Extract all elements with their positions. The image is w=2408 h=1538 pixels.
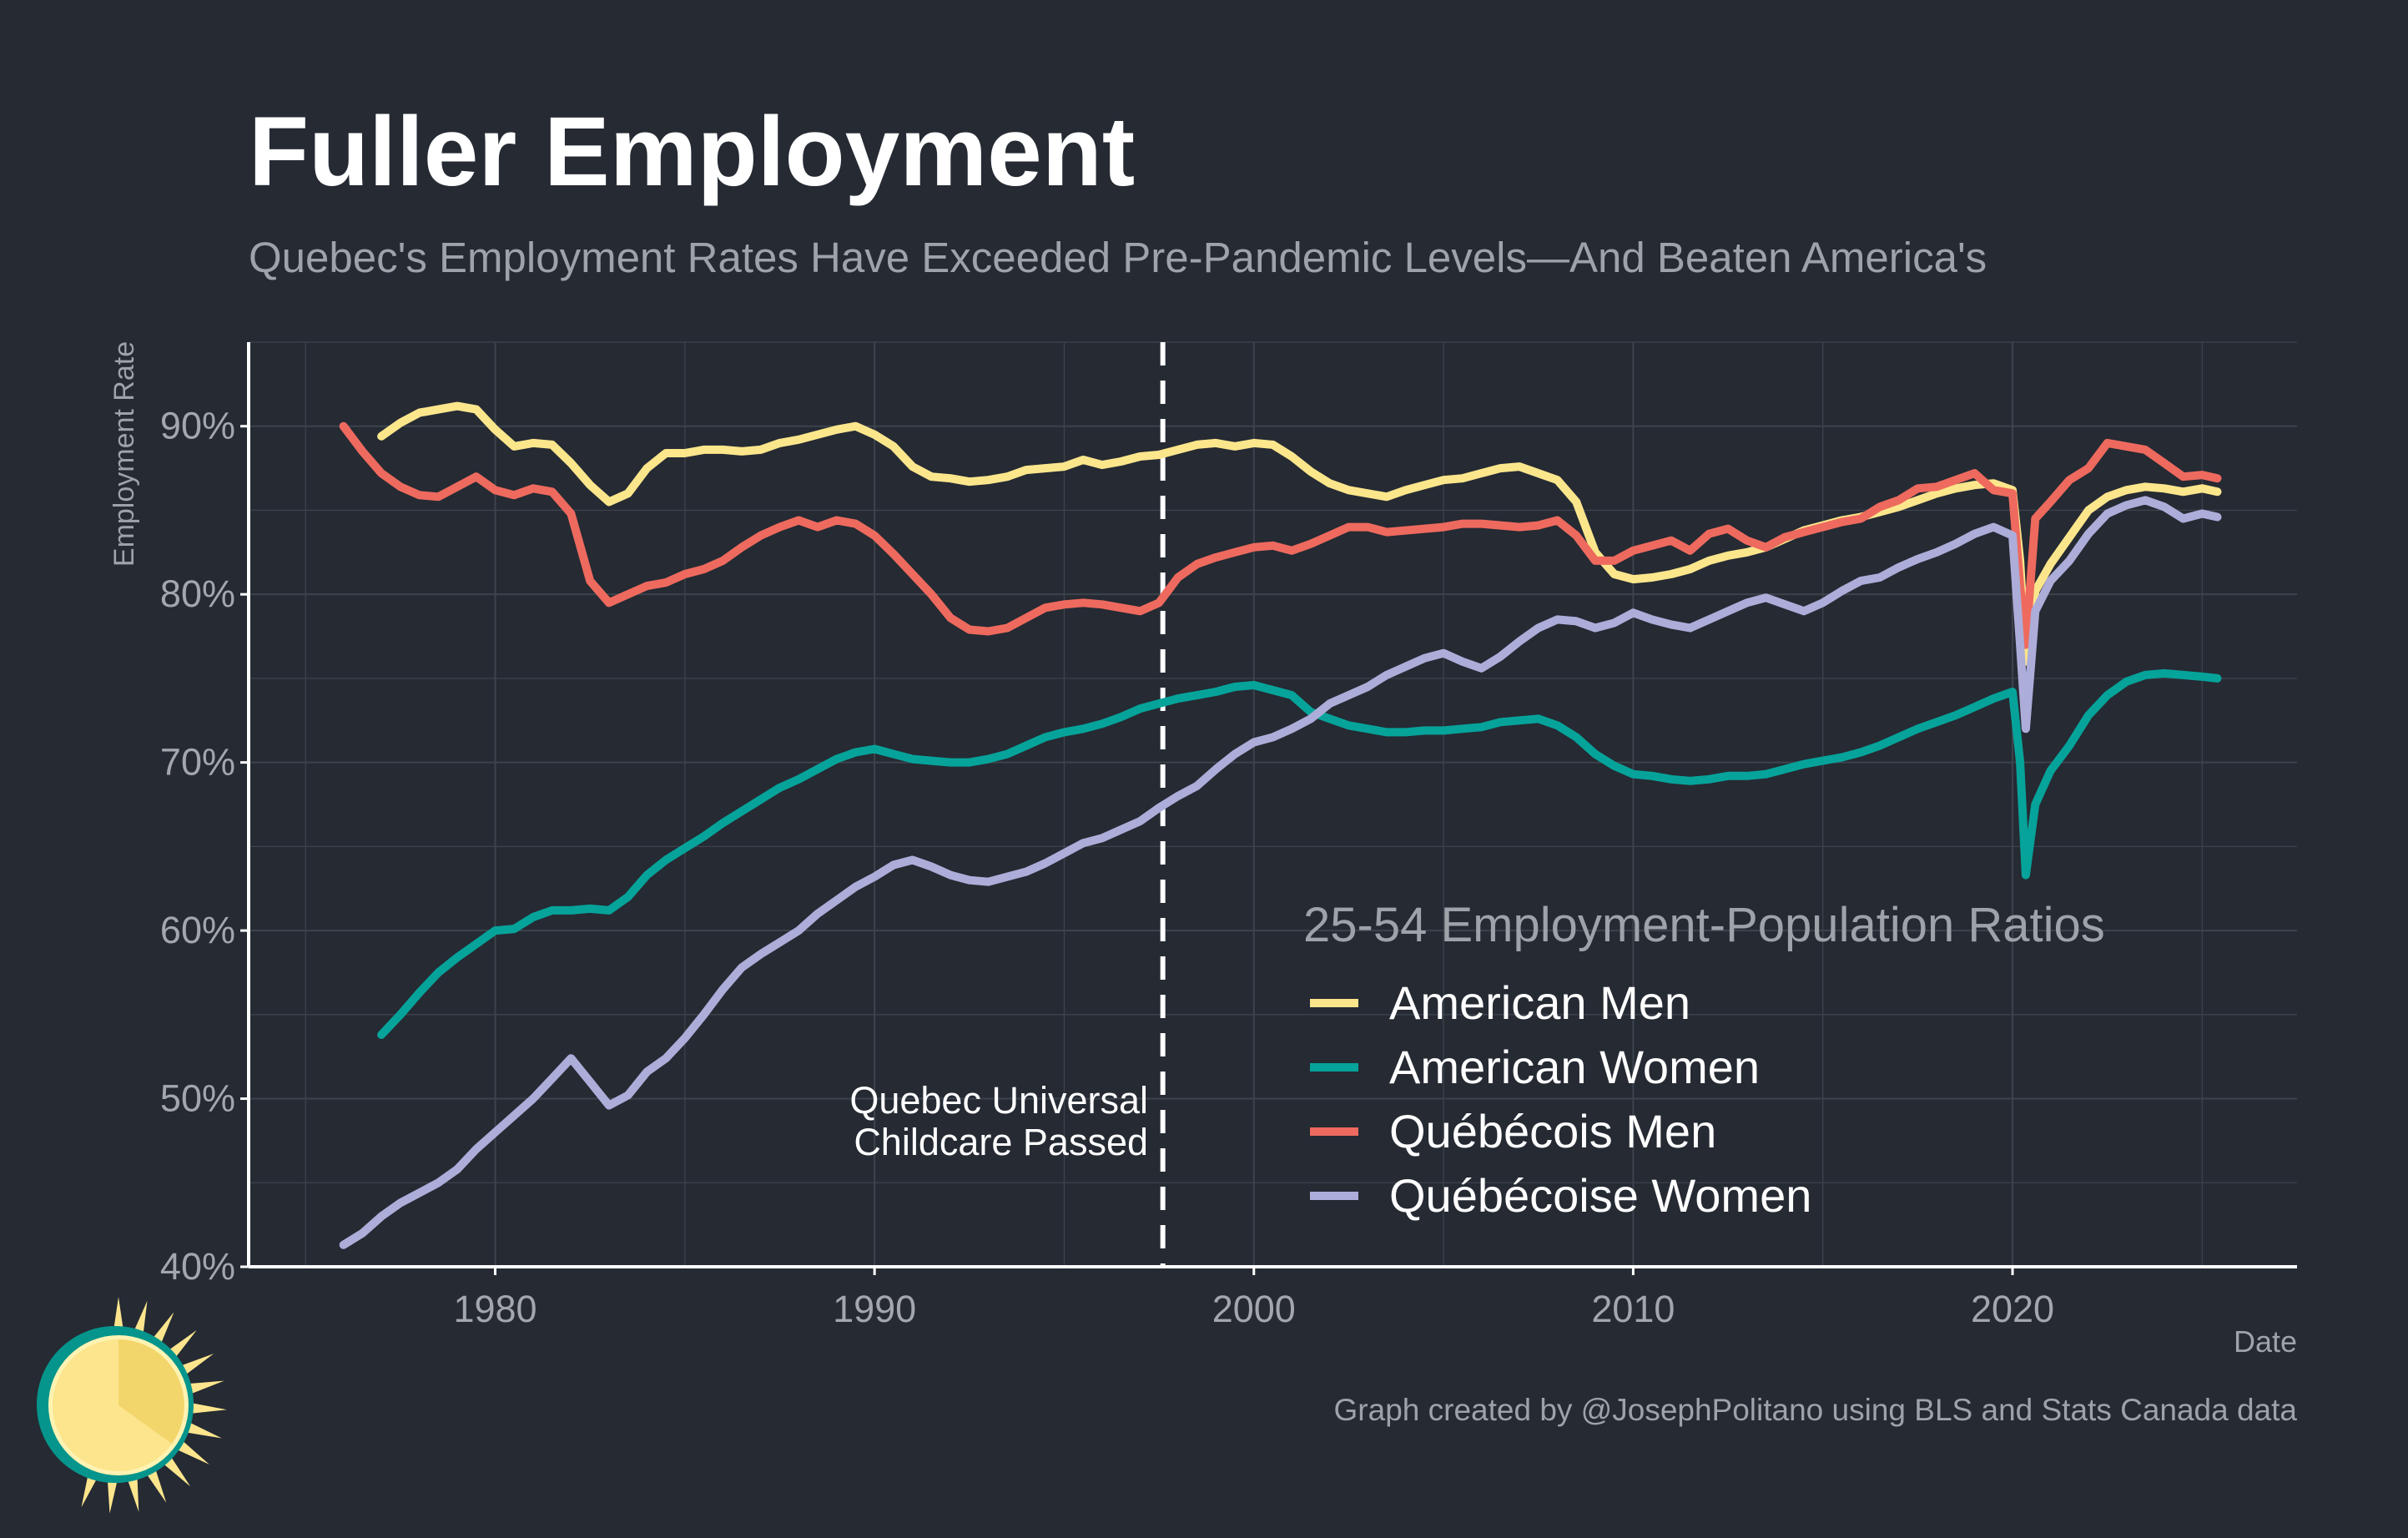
y-tick-label: 80% [160,572,235,615]
y-tick-label: 50% [160,1077,235,1120]
series-lines [339,401,2222,1249]
x-tick-label: 2000 [1212,1288,1296,1330]
series-line-3 [339,496,2222,1249]
series-line-2 [339,421,2222,649]
y-tick-label: 40% [160,1245,235,1288]
series-line-0 [377,401,2222,666]
axes: 40% 50% 60% 70% 80% 90% 1980 1990 2000 2010 2020 [160,342,2297,1330]
legend-title: 25-54 Employment-Population Ratios [1303,898,2105,952]
caption: Graph created by @JosephPolitano using B… [1334,1393,2298,1427]
x-axis-label: Date [2234,1324,2297,1359]
x-tick-label: 2010 [1591,1288,1675,1330]
y-tick-label: 90% [160,405,235,447]
legend-label-0: American Men [1389,976,1690,1029]
x-tick-label: 2020 [1971,1288,2054,1330]
legend-label-2: Québécois Men [1389,1105,1716,1157]
legend-label-1: American Women [1389,1041,1760,1093]
legend: 25-54 Employment-Population Ratios Ameri… [1303,898,2105,1222]
y-axis-label: Employment Rate [108,341,140,567]
y-tick-label: 60% [160,909,235,951]
annotation-line-2: Childcare Passed [854,1121,1148,1163]
annotation-line-1: Quebec Universal [849,1079,1148,1122]
y-tick-label: 70% [160,741,235,784]
sun-logo-icon [37,1297,227,1514]
chart-title: Fuller Employment [249,97,1135,207]
x-tick-label: 1990 [833,1288,916,1330]
legend-label-3: Québécoise Women [1389,1169,1811,1222]
chart-subtitle: Quebec's Employment Rates Have Exceeded … [249,234,1987,281]
x-tick-label: 1980 [453,1288,537,1330]
grid-lines [249,341,2297,1267]
